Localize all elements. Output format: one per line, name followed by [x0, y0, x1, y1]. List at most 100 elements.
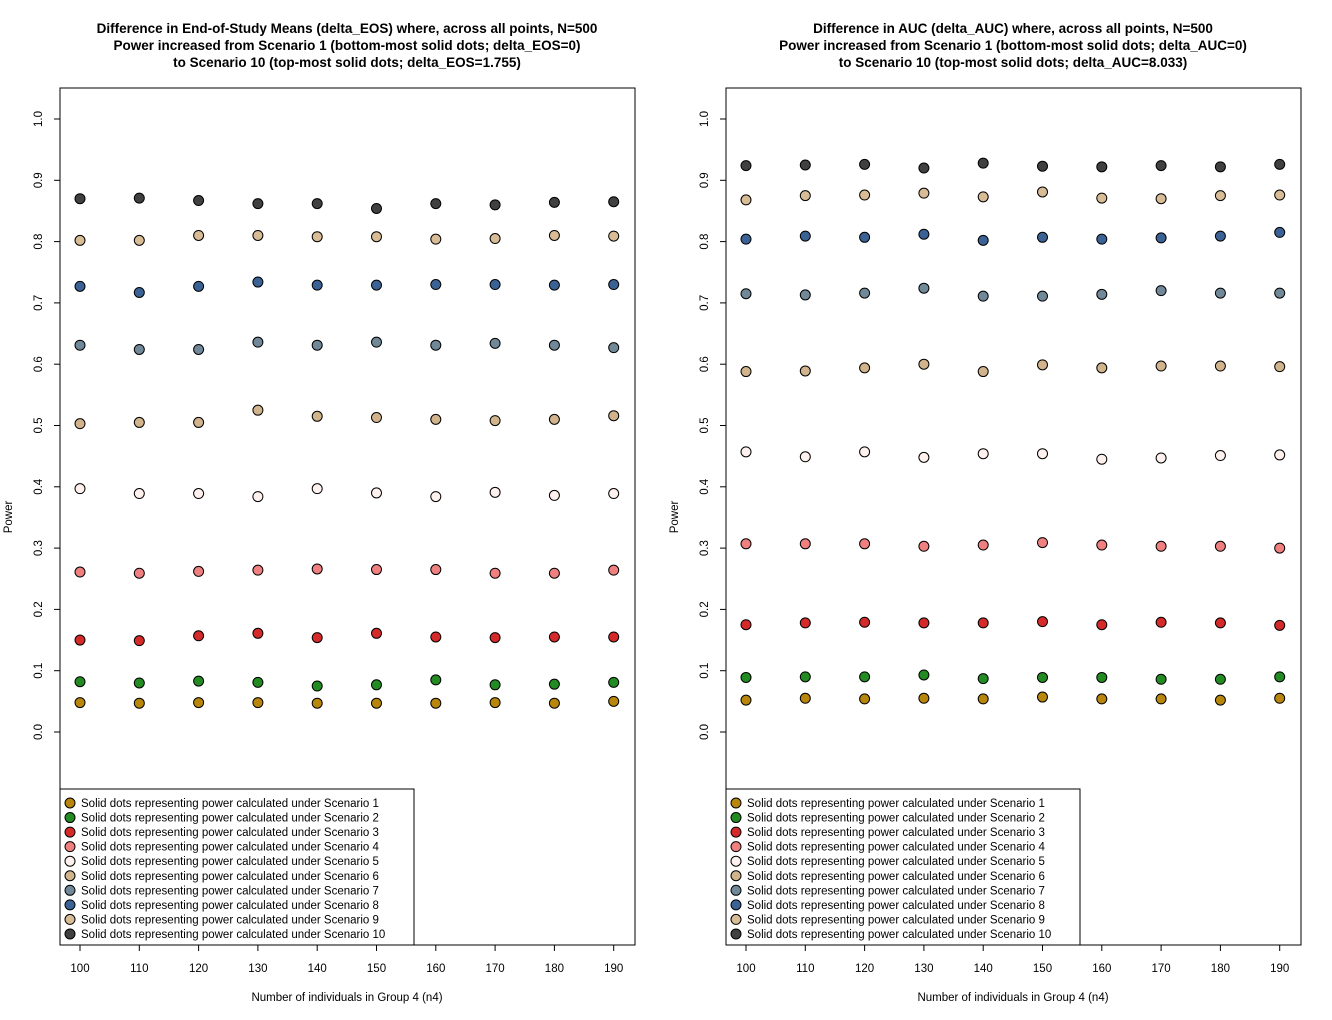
right-legend-label-3: Solid dots representing power calculated…: [747, 827, 1045, 839]
right-point-scenario-10: [740, 160, 752, 172]
left-legend-label-8: Solid dots representing power calculated…: [81, 900, 379, 912]
left-x-tick-label: 130: [248, 963, 267, 975]
right-legend-marker-9: [730, 913, 742, 925]
left-point-scenario-4: [133, 567, 145, 579]
right-point-scenario-9: [1155, 193, 1167, 205]
left-point-scenario-6: [608, 410, 620, 422]
left-legend-marker-5: [64, 855, 76, 867]
left-point-scenario-7: [74, 339, 86, 351]
right-point-scenario-10: [977, 157, 989, 169]
left-point-scenario-3: [371, 627, 382, 639]
right-point-scenario-7: [1037, 290, 1048, 302]
right-point-scenario-3: [1155, 616, 1167, 628]
right-point-scenario-6: [1214, 360, 1226, 372]
left-point-scenario-8: [311, 279, 323, 291]
left-point-scenario-8: [371, 279, 382, 291]
right-point-scenario-6: [1037, 359, 1048, 371]
right-x-tick-label: 100: [736, 963, 755, 975]
right-point-scenario-9: [799, 190, 811, 202]
left-x-tick-label: 170: [486, 963, 505, 975]
left-point-scenario-10: [252, 198, 264, 210]
right-point-scenario-4: [740, 538, 752, 550]
left-legend-marker-10: [64, 928, 76, 940]
left-point-scenario-5: [74, 483, 86, 495]
left-point-scenario-1: [133, 697, 145, 709]
right-chart-panel: Difference in AUC (delta_AUC) where, acr…: [666, 0, 1332, 1020]
left-point-scenario-3: [133, 635, 145, 647]
right-point-scenario-3: [1037, 616, 1048, 628]
left-point-scenario-1: [252, 697, 264, 709]
left-point-scenario-9: [74, 234, 86, 246]
left-point-scenario-6: [371, 412, 382, 424]
left-legend-marker-8: [64, 899, 76, 911]
right-x-tick-label: 110: [796, 963, 814, 975]
left-legend-label-5: Solid dots representing power calculated…: [81, 856, 379, 868]
left-point-scenario-5: [311, 483, 323, 495]
right-chart-title-line-2: Power increased from Scenario 1 (bottom-…: [779, 38, 1247, 53]
left-point-scenario-1: [74, 697, 86, 709]
right-point-scenario-6: [740, 366, 752, 378]
right-point-scenario-8: [1037, 231, 1048, 243]
right-point-scenario-1: [740, 694, 752, 706]
right-point-scenario-4: [859, 538, 871, 550]
left-chart-title-line-1: Difference in End-of-Study Means (delta_…: [97, 21, 598, 36]
left-point-scenario-4: [548, 567, 560, 579]
left-point-scenario-7: [608, 342, 620, 354]
left-point-scenario-4: [430, 564, 442, 576]
left-point-scenario-4: [608, 564, 620, 576]
left-point-scenario-5: [489, 486, 501, 498]
right-point-scenario-2: [1274, 671, 1286, 683]
right-point-scenario-2: [799, 671, 811, 683]
right-y-tick-label: 0.8: [699, 234, 711, 250]
right-point-scenario-4: [1274, 542, 1286, 554]
left-point-scenario-1: [548, 697, 560, 709]
right-point-scenario-7: [799, 289, 811, 301]
right-point-scenario-7: [918, 282, 930, 294]
right-x-tick-label: 170: [1152, 963, 1171, 975]
right-x-tick-label: 160: [1092, 963, 1111, 975]
left-point-scenario-7: [193, 343, 205, 355]
left-point-scenario-5: [252, 491, 264, 503]
left-legend-marker-3: [64, 826, 76, 838]
left-point-scenario-6: [548, 413, 560, 425]
left-point-scenario-1: [311, 697, 323, 709]
right-point-scenario-1: [799, 692, 811, 704]
right-x-tick-label: 180: [1211, 963, 1230, 975]
left-legend-label-3: Solid dots representing power calculated…: [81, 827, 379, 839]
left-y-tick-label: 0.6: [33, 356, 45, 372]
left-point-scenario-8: [548, 279, 560, 291]
right-point-scenario-6: [1274, 361, 1286, 373]
right-point-scenario-4: [918, 540, 930, 552]
left-point-scenario-1: [430, 697, 442, 709]
right-point-scenario-9: [1037, 186, 1048, 198]
right-x-tick-label: 130: [914, 963, 933, 975]
right-point-scenario-8: [1096, 233, 1108, 245]
left-point-scenario-10: [133, 192, 145, 204]
right-chart-title-line-3: to Scenario 10 (top-most solid dots; del…: [839, 55, 1187, 70]
left-point-scenario-2: [608, 676, 620, 688]
right-point-scenario-1: [918, 692, 930, 704]
right-legend-marker-7: [730, 884, 742, 896]
right-legend-label-4: Solid dots representing power calculated…: [747, 842, 1046, 854]
left-point-scenario-1: [489, 697, 501, 709]
right-point-scenario-5: [1037, 448, 1048, 460]
left-y-tick-label: 0.3: [33, 540, 45, 556]
right-point-scenario-4: [977, 539, 989, 551]
left-x-tick-label: 140: [308, 963, 327, 975]
right-point-scenario-5: [1214, 450, 1226, 462]
left-point-scenario-9: [252, 229, 264, 241]
left-point-scenario-10: [371, 202, 382, 214]
left-x-tick-label: 180: [545, 963, 564, 975]
right-point-scenario-9: [977, 191, 989, 203]
right-point-scenario-4: [1214, 540, 1226, 552]
left-point-scenario-7: [548, 339, 560, 351]
left-point-scenario-9: [489, 233, 501, 245]
left-point-scenario-3: [548, 631, 560, 643]
left-point-scenario-5: [608, 488, 620, 500]
right-legend-marker-10: [730, 928, 742, 940]
right-legend-label-10: Solid dots representing power calculated…: [747, 929, 1051, 941]
left-point-scenario-3: [489, 632, 501, 644]
right-point-scenario-10: [1096, 161, 1108, 173]
right-point-scenario-4: [1096, 539, 1108, 551]
left-point-scenario-8: [74, 280, 86, 292]
